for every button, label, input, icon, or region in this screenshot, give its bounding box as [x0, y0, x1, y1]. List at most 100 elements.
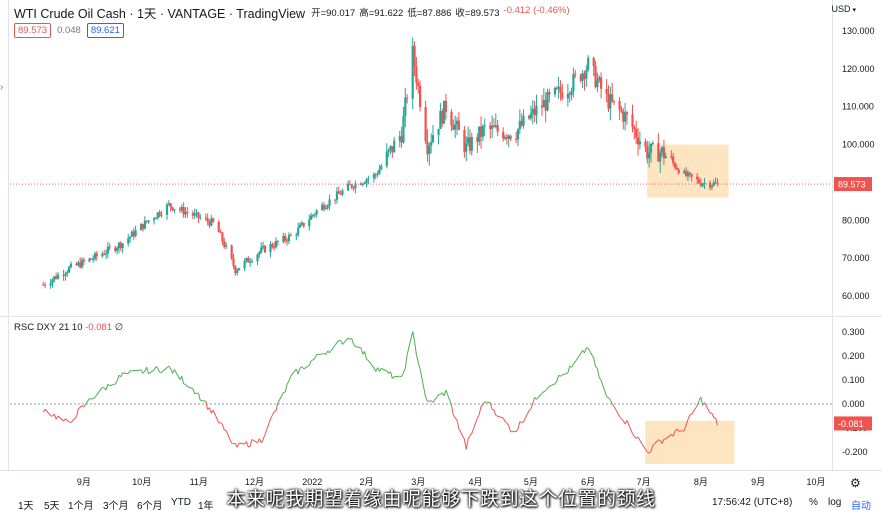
candle: [117, 242, 121, 249]
indicator-line-segment: [127, 370, 131, 374]
candle: [518, 120, 521, 130]
candle: [714, 182, 717, 184]
candle: [108, 246, 111, 248]
candle: [533, 108, 536, 116]
candle: [247, 257, 250, 263]
indicator-line-segment: [288, 375, 292, 382]
gear-icon[interactable]: ⚙: [850, 476, 861, 490]
candle: [426, 141, 429, 155]
indicator-line-segment: [429, 400, 432, 402]
candle: [579, 74, 582, 81]
candle: [559, 86, 562, 93]
candle: [540, 105, 544, 108]
indicator-line-segment: [187, 386, 194, 390]
candle: [649, 143, 653, 153]
candle: [574, 74, 577, 76]
time-tick-label: 2月: [360, 477, 374, 487]
indicator-last-label: -0.081: [838, 419, 864, 429]
range-6m-button[interactable]: 6个月: [137, 501, 163, 511]
candle: [284, 235, 287, 241]
candle: [418, 86, 422, 108]
candle: [481, 126, 484, 137]
indicator-line-segment: [360, 347, 364, 355]
indicator-line-segment: [236, 442, 240, 448]
candle: [646, 146, 649, 159]
range-5d-button[interactable]: 5天: [44, 501, 60, 511]
time-tick-label: 12月: [245, 477, 264, 487]
range-1m-button[interactable]: 1个月: [68, 501, 94, 511]
indicator-line-segment: [120, 372, 124, 377]
candle: [95, 253, 98, 257]
candle: [583, 73, 586, 79]
indicator-line-segment: [458, 428, 465, 440]
highlight-box-indicator[interactable]: [645, 420, 735, 464]
indicator-line-segment: [155, 366, 159, 369]
indicator-line-segment: [258, 438, 262, 444]
candle: [546, 91, 549, 111]
candle: [322, 204, 326, 210]
indicator-line-segment: [351, 338, 355, 345]
currency-selector[interactable]: USD ▾: [831, 4, 856, 14]
candle: [633, 127, 636, 130]
candle: [542, 100, 545, 108]
indicator-line-segment: [286, 380, 290, 385]
buy-price-button[interactable]: 89.621: [86, 23, 124, 38]
candle: [701, 183, 704, 186]
symbol-title[interactable]: WTI Crude Oil Cash · 1天 · VANTAGE · Trad…: [14, 6, 306, 21]
candle: [80, 259, 84, 268]
candle: [350, 184, 353, 188]
candle: [206, 218, 209, 222]
indicator-line-segment: [303, 364, 310, 370]
candle: [636, 137, 640, 145]
range-3m-button[interactable]: 3个月: [103, 501, 129, 511]
indicator-line-segment: [275, 402, 279, 411]
candle: [696, 176, 699, 180]
indicator-line-segment: [633, 436, 637, 439]
candle: [529, 113, 533, 119]
candle: [348, 183, 351, 185]
indicator-value: -0.081: [85, 322, 113, 333]
sell-price-button[interactable]: 89.573: [14, 23, 52, 38]
candle: [494, 125, 497, 127]
indicator-line-segment: [489, 402, 493, 410]
candle: [439, 110, 442, 129]
percent-toggle[interactable]: %: [809, 497, 818, 508]
indicator-line-segment: [355, 346, 362, 349]
time-tick-label: 9月: [77, 477, 91, 487]
candle: [367, 178, 370, 180]
range-1y-button[interactable]: 1年: [198, 501, 214, 511]
candle: [90, 258, 93, 260]
log-toggle[interactable]: log: [828, 497, 842, 508]
candle: [287, 235, 291, 242]
indicator-line-segment: [685, 419, 689, 426]
indicator-line-segment: [205, 401, 209, 410]
clock-time[interactable]: 17:56:42 (UTC+8): [712, 497, 793, 508]
candle: [624, 112, 627, 122]
candle: [79, 262, 82, 268]
range-ytd-button[interactable]: YTD: [171, 497, 191, 508]
candle: [468, 137, 472, 151]
indicator-line-segment: [209, 407, 212, 414]
indicator-line-segment: [497, 415, 504, 419]
candle: [334, 199, 337, 201]
auto-scale-toggle[interactable]: 自动: [851, 501, 871, 511]
indicator-line-segment: [506, 422, 510, 427]
candle: [651, 142, 654, 144]
indicator-line-segment: [504, 421, 508, 424]
candle: [210, 218, 213, 226]
indicator-line-segment: [467, 435, 471, 440]
candle: [657, 142, 660, 162]
indicator-line-segment: [469, 433, 473, 437]
candle: [385, 151, 388, 166]
candle: [463, 130, 466, 152]
range-1d-button[interactable]: 1天: [18, 501, 34, 511]
candle: [82, 259, 85, 262]
indicator-header[interactable]: RSC DXY 21 10 -0.081 ∅: [14, 322, 123, 333]
chevron-right-icon[interactable]: ›: [0, 82, 4, 93]
candle: [363, 183, 366, 185]
indicator-line-segment: [238, 442, 245, 445]
candle: [321, 204, 324, 211]
indicator-line-segment: [646, 451, 650, 454]
indicator-line-segment: [412, 331, 416, 342]
